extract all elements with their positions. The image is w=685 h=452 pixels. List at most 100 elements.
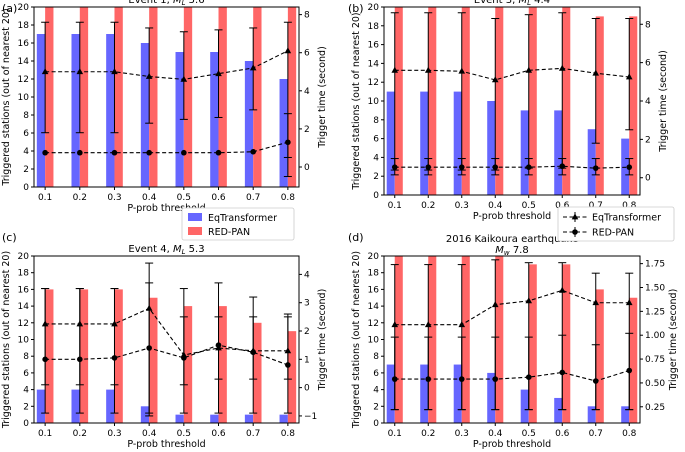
series-line-eqtransformer xyxy=(394,289,630,326)
bar-eqtransformer-0.7 xyxy=(587,406,596,423)
y2-tick-label: 3 xyxy=(304,299,310,309)
bar-eqtransformer-0.1 xyxy=(386,364,395,423)
y-tick-label: 20 xyxy=(368,252,380,262)
marker-redpan-0.5 xyxy=(181,149,187,156)
marker-eqtransformer-0.6 xyxy=(558,64,566,71)
marker-redpan-0.1 xyxy=(391,164,398,170)
y-tick-label: 12 xyxy=(18,75,29,85)
bar-redpan-0.1 xyxy=(394,256,403,423)
marker-redpan-0.3 xyxy=(111,149,118,156)
x-tick-label: 0.2 xyxy=(73,429,87,439)
y-tick-label: 18 xyxy=(18,269,30,279)
bar-eqtransformer-0.8 xyxy=(279,414,288,423)
bar-eqtransformer-0.4 xyxy=(487,101,496,195)
bar-redpan-0.8 xyxy=(629,297,638,423)
bar-redpan-0.4 xyxy=(495,256,504,423)
y-tick-label: 8 xyxy=(373,352,379,362)
bar-eqtransformer-0.4 xyxy=(140,43,150,187)
x-tick-label: 0.7 xyxy=(589,429,603,439)
bar-redpan-0.2 xyxy=(428,7,437,195)
bar-eqtransformer-0.7 xyxy=(587,129,596,195)
x-tick-label: 0.6 xyxy=(555,201,570,211)
y-tick-label: 10 xyxy=(368,336,380,346)
bar-redpan-0.1 xyxy=(45,7,54,187)
x-tick-label: 0.6 xyxy=(211,193,226,203)
y2-tick-label: 1.50 xyxy=(645,283,665,293)
panel-label: (a) xyxy=(2,2,17,15)
y-tick-label: 4 xyxy=(23,147,29,157)
marker-eqtransformer-0.3 xyxy=(458,67,466,74)
y-tick-label: 16 xyxy=(368,285,380,295)
bar-redpan-0.3 xyxy=(461,7,470,195)
bar-redpan-0.7 xyxy=(253,322,262,423)
legend-swatch-eqtransformer xyxy=(188,213,202,221)
y-tick-label: 10 xyxy=(368,97,380,107)
marker-redpan-0.7 xyxy=(592,378,599,384)
chart-panel-1: (a) Event 1, ML 5.6 0 2 4 6 8 10 12 14 16 18 20 0 2 4 6 8… xyxy=(1,0,328,214)
bar-eqtransformer-0.4 xyxy=(140,406,150,423)
x-tick-label: 0.7 xyxy=(246,193,260,203)
bar-eqtransformer-0.2 xyxy=(71,34,80,187)
legend-label-redpan: RED-PAN xyxy=(208,227,250,238)
y-tick-label: 14 xyxy=(18,302,30,312)
y-tick-label: 0 xyxy=(373,191,379,201)
y-axis-label: Triggered stations (out of nearest 20) xyxy=(351,12,362,190)
marker-eqtransformer-0.3 xyxy=(458,321,466,328)
series-line-redpan xyxy=(394,165,630,169)
bar-redpan-0.5 xyxy=(183,306,193,423)
marker-eqtransformer-0.5 xyxy=(525,297,533,304)
y-tick-label: 14 xyxy=(368,302,380,312)
y2-tick-label: 8 xyxy=(645,20,651,30)
bar-eqtransformer-0.8 xyxy=(279,79,288,187)
bar-eqtransformer-0.5 xyxy=(175,52,184,187)
y-tick-label: 12 xyxy=(18,319,29,329)
marker-redpan-0.4 xyxy=(146,149,152,156)
marker-eqtransformer-0.6 xyxy=(558,286,566,293)
marker-redpan-0.8 xyxy=(626,367,633,374)
y-tick-label: 6 xyxy=(373,135,379,145)
y2-tick-label: 1.75 xyxy=(645,260,665,270)
y-tick-label: 4 xyxy=(23,386,29,396)
bar-eqtransformer-0.1 xyxy=(386,91,395,195)
marker-redpan-0.8 xyxy=(285,139,291,146)
marker-eqtransformer-0.8 xyxy=(284,47,292,54)
marker-redpan-0.3 xyxy=(458,376,465,382)
y2-tick-label: 0 xyxy=(304,384,310,394)
x-tick-label: 0.2 xyxy=(421,429,435,439)
y2-tick-label: 6 xyxy=(645,59,651,69)
x-tick-label: 0.8 xyxy=(281,193,296,203)
marker-eqtransformer-0.1 xyxy=(41,68,49,75)
bar-redpan-0.5 xyxy=(183,7,193,187)
y-tick-label: 20 xyxy=(368,3,380,13)
x-tick-label: 0.8 xyxy=(622,201,637,211)
bar-redpan-0.3 xyxy=(461,256,470,423)
line-legend-box xyxy=(557,206,675,242)
y-tick-label: 6 xyxy=(373,369,379,379)
x-tick-label: 0.1 xyxy=(388,201,402,211)
bar-eqtransformer-0.4 xyxy=(487,372,496,423)
marker-redpan-0.1 xyxy=(42,356,48,363)
y2-tick-label: 4 xyxy=(304,270,310,280)
bar-redpan-0.7 xyxy=(595,289,604,423)
y-tick-label: 8 xyxy=(23,111,29,121)
marker-redpan-0.7 xyxy=(592,165,599,171)
marker-redpan-0.7 xyxy=(250,349,256,356)
bar-eqtransformer-0.3 xyxy=(453,91,462,195)
marker-redpan-0.3 xyxy=(111,355,118,361)
marker-redpan-0.6 xyxy=(215,342,222,348)
series-line-eqtransformer xyxy=(394,67,630,81)
marker-redpan-0.3 xyxy=(458,164,465,170)
marker-eqtransformer-0.4 xyxy=(491,301,499,308)
marker-redpan-0.2 xyxy=(77,356,83,363)
y-tick-label: 14 xyxy=(18,57,30,67)
marker-redpan-0.4 xyxy=(146,345,152,351)
bar-eqtransformer-0.6 xyxy=(554,110,563,195)
bar-eqtransformer-0.5 xyxy=(520,110,529,195)
bar-eqtransformer-0.6 xyxy=(554,397,563,423)
marker-redpan-0.1 xyxy=(42,149,48,156)
bar-redpan-0.5 xyxy=(528,7,537,195)
marker-eqtransformer-0.4 xyxy=(491,76,499,83)
x-tick-label: 0.3 xyxy=(107,193,121,203)
y2-tick-label: 4 xyxy=(304,87,310,97)
